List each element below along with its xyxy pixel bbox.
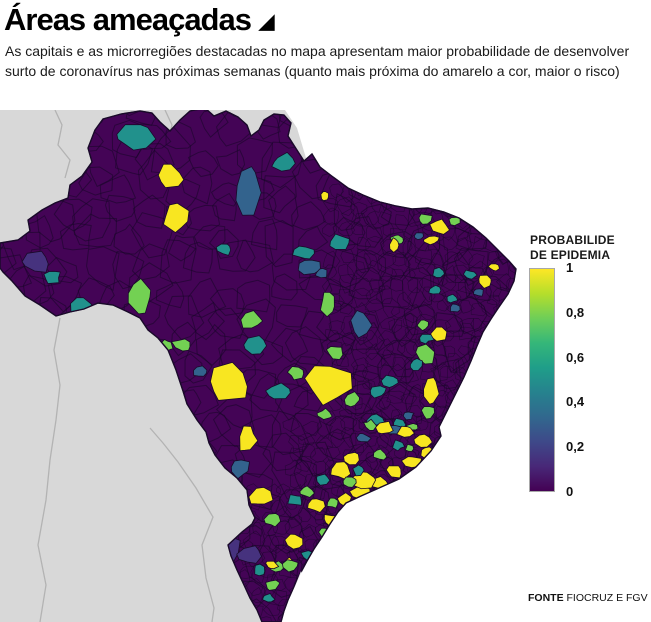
microregion-patch — [352, 471, 377, 490]
microregion-patch — [363, 418, 378, 431]
microregion-patch — [210, 361, 248, 401]
microregion-patch — [350, 309, 373, 339]
microregion-patch — [330, 461, 352, 480]
microregion-patch — [316, 407, 333, 420]
country-border-line — [37, 317, 61, 622]
microregion-patch — [261, 592, 276, 603]
microregion-patch — [343, 391, 360, 408]
microregion-patch — [304, 365, 353, 406]
microregion-patch — [325, 346, 344, 360]
microregion-patch — [265, 560, 280, 570]
microregion-patch — [284, 533, 304, 550]
microregion-patch — [428, 284, 442, 295]
microregion-patch — [418, 213, 433, 225]
microregion-patch — [263, 513, 282, 528]
microregion-patch — [299, 485, 315, 498]
page-title: Áreas ameaçadas ◢ — [4, 2, 274, 38]
microregion-patch — [265, 579, 281, 591]
microregion-patch — [286, 366, 304, 381]
microregion-patch — [487, 263, 500, 272]
microregion-patch — [271, 151, 296, 172]
subtitle: As capitais e as microrregiões destacada… — [5, 43, 630, 79]
microregion-patch — [127, 277, 152, 315]
map-svg — [0, 107, 651, 622]
microregion-patch — [352, 464, 365, 477]
brazil-outline — [0, 107, 517, 622]
microregion-patch — [320, 191, 329, 202]
microregion-patch — [316, 473, 331, 486]
microregion-patch — [478, 274, 492, 289]
microregion-patch — [292, 245, 315, 260]
microregion-patch — [236, 545, 262, 564]
microregion-patch — [400, 456, 423, 469]
microregion-patch — [432, 266, 445, 278]
microregion-patch — [230, 459, 250, 480]
microregion-patch — [43, 270, 61, 284]
microregion-patch — [342, 476, 357, 488]
microregion-patch — [413, 232, 424, 241]
microregion-patch — [157, 163, 185, 189]
microregion-patch — [329, 233, 350, 250]
microregion-patch — [402, 411, 415, 421]
microregion-patch — [396, 425, 415, 438]
microregion-patch — [240, 310, 264, 329]
microregion-patch — [430, 326, 448, 342]
microregion-patch — [215, 243, 232, 256]
microregion-patch — [450, 303, 461, 313]
microregion-patch — [409, 358, 423, 371]
country-border-line — [54, 109, 71, 179]
microregion-patch — [254, 563, 266, 577]
coastal-lagoon — [286, 571, 303, 609]
microregion-patch — [369, 385, 387, 399]
microregion-patch — [21, 250, 49, 273]
microregion-patch — [380, 374, 399, 388]
microregion-patch — [193, 365, 208, 377]
microregion-patch — [392, 439, 406, 452]
microregion-patch — [420, 406, 435, 420]
microregion-patch — [307, 498, 326, 513]
microregion-patch — [297, 259, 321, 276]
microregion-patch — [287, 494, 302, 506]
microregion-patch — [446, 293, 459, 304]
microregion-patch — [243, 335, 267, 355]
choropleth-map — [0, 107, 651, 622]
microregion-patch — [355, 433, 372, 443]
microregion-patch — [343, 451, 360, 466]
microregion-patch — [372, 448, 388, 461]
microregion-patch — [239, 425, 259, 452]
microregion-patch — [116, 124, 157, 151]
microregion-patch — [385, 465, 402, 479]
page-title-text: Áreas ameaçadas — [4, 2, 252, 37]
microregion-patch — [314, 268, 328, 279]
microregion-patch — [404, 443, 415, 453]
microregion-patch — [170, 338, 191, 352]
microregion-patch — [265, 382, 291, 400]
microregion-patch — [423, 377, 440, 405]
microregion-patch — [429, 218, 451, 235]
country-border-line — [149, 427, 215, 622]
microregion-patch — [419, 333, 435, 345]
microregion-patch — [248, 486, 274, 505]
microregion-patch — [416, 319, 429, 332]
microregion-patch — [415, 343, 435, 365]
microregion-patch — [472, 288, 484, 297]
microregion-patch — [326, 497, 339, 509]
microregion-patch — [423, 235, 440, 246]
microregion-patch — [281, 559, 299, 573]
microregion-patch — [389, 237, 400, 253]
microregion-patch — [462, 269, 478, 280]
microregion-patch — [235, 166, 262, 216]
title-triangle-icon: ◢ — [258, 11, 275, 33]
microregion-patch — [163, 202, 190, 234]
microregion-patch — [319, 292, 335, 318]
microregion-patch — [413, 433, 433, 448]
